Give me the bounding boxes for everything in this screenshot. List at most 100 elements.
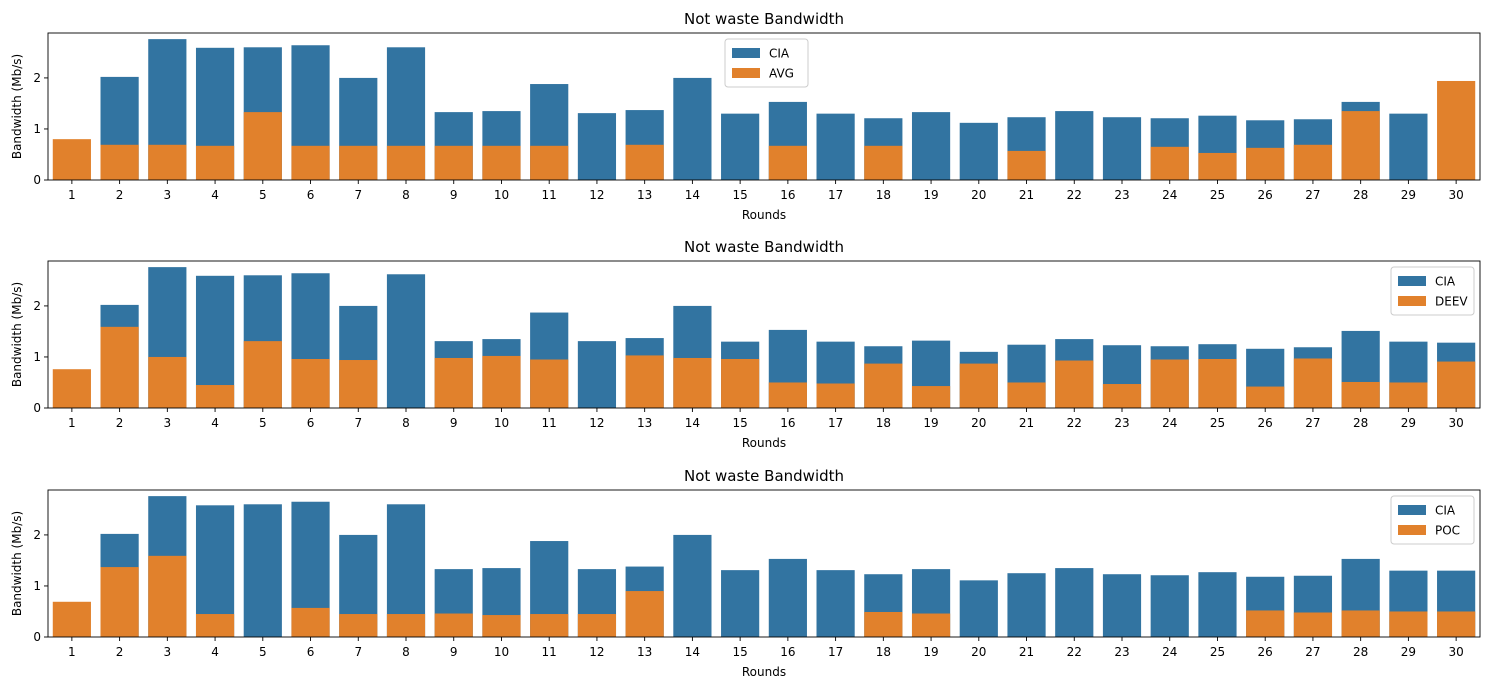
bar-poc-round-13 [625, 591, 664, 637]
x-tick-label: 7 [354, 188, 362, 202]
x-tick-label: 17 [828, 645, 843, 659]
bar-avg-round-28 [1341, 111, 1380, 180]
x-tick-label: 11 [542, 188, 557, 202]
x-tick-label: 1 [68, 416, 76, 430]
x-tick-label: 23 [1114, 188, 1129, 202]
bar-cia-round-14 [673, 534, 712, 637]
x-tick-label: 8 [402, 416, 410, 430]
x-tick-label: 16 [780, 645, 795, 659]
legend-box [1390, 495, 1475, 545]
bar-poc-round-2 [100, 567, 139, 637]
bar-cia-round-20 [959, 580, 998, 637]
x-tick-label: 25 [1210, 645, 1225, 659]
bar-cia-round-15 [721, 113, 760, 180]
x-tick-label: 2 [116, 188, 124, 202]
x-tick-label: 8 [402, 645, 410, 659]
x-tick-label: 4 [211, 416, 219, 430]
bar-avg-round-10 [482, 145, 521, 180]
bar-deev-round-1 [52, 369, 91, 408]
y-tick-label: 2 [33, 71, 41, 85]
bar-avg-round-2 [100, 144, 139, 180]
bar-avg-round-9 [434, 145, 473, 180]
bar-poc-round-18 [864, 611, 903, 637]
bar-cia-round-15 [721, 570, 760, 637]
bar-cia-round-17 [816, 570, 855, 637]
x-tick-label: 9 [450, 188, 458, 202]
x-tick-label: 15 [732, 645, 747, 659]
x-tick-label: 14 [685, 416, 700, 430]
x-tick-label: 5 [259, 416, 267, 430]
legend-label-cia: CIA [1435, 504, 1456, 518]
bar-deev-round-13 [625, 355, 664, 408]
bar-poc-round-26 [1246, 610, 1285, 637]
y-tick-label: 1 [33, 122, 41, 136]
x-tick-label: 20 [971, 188, 986, 202]
x-tick-label: 28 [1353, 188, 1368, 202]
x-tick-label: 1 [68, 645, 76, 659]
bar-poc-round-3 [148, 555, 187, 637]
x-tick-label: 22 [1067, 188, 1082, 202]
bar-poc-round-11 [530, 614, 569, 637]
bar-poc-round-30 [1437, 611, 1476, 637]
axes-frame [47, 32, 1481, 181]
x-tick-label: 5 [259, 645, 267, 659]
x-axis-label: Rounds [742, 665, 786, 679]
y-axis-label: Bandwidth (Mb/s) [10, 282, 24, 387]
legend-label-cia: CIA [1435, 275, 1456, 289]
legend-label-cia: CIA [769, 47, 790, 61]
x-tick-label: 19 [923, 645, 938, 659]
x-tick-label: 29 [1401, 645, 1416, 659]
bar-avg-round-3 [148, 144, 187, 180]
chart-title: Not waste Bandwidth [684, 10, 844, 28]
bar-avg-round-5 [243, 112, 282, 180]
x-tick-label: 15 [732, 188, 747, 202]
y-axis-label: Bandwidth (Mb/s) [10, 511, 24, 616]
legend-label-avg: AVG [769, 67, 794, 81]
bar-cia-round-29 [1389, 113, 1428, 180]
y-axis-label: Bandwidth (Mb/s) [10, 54, 24, 159]
x-tick-label: 20 [971, 416, 986, 430]
bar-deev-round-16 [768, 382, 807, 408]
x-tick-label: 28 [1353, 416, 1368, 430]
x-tick-label: 11 [542, 416, 557, 430]
bar-avg-round-11 [530, 145, 569, 180]
bar-deev-round-30 [1437, 361, 1476, 408]
bar-deev-round-14 [673, 357, 712, 408]
bar-deev-round-24 [1150, 359, 1189, 408]
legend-swatch-cia [732, 48, 760, 58]
x-tick-label: 21 [1019, 645, 1034, 659]
bar-cia-round-5 [243, 504, 282, 637]
legend-box [724, 38, 809, 88]
axes-frame [47, 489, 1481, 638]
bar-cia-round-16 [768, 558, 807, 637]
bar-avg-round-27 [1293, 144, 1333, 180]
x-tick-label: 15 [732, 416, 747, 430]
x-tick-label: 30 [1448, 188, 1463, 202]
x-tick-label: 17 [828, 416, 843, 430]
x-axis-label: Rounds [742, 436, 786, 450]
x-tick-label: 6 [307, 188, 315, 202]
y-tick-label: 1 [33, 350, 41, 364]
x-tick-label: 23 [1114, 416, 1129, 430]
legend-label-deev: DEEV [1435, 295, 1468, 309]
x-tick-label: 3 [164, 416, 172, 430]
bar-avg-round-13 [625, 144, 664, 180]
x-tick-label: 25 [1210, 188, 1225, 202]
x-tick-label: 29 [1401, 416, 1416, 430]
x-tick-label: 10 [494, 416, 509, 430]
bar-deev-round-26 [1246, 386, 1285, 408]
bar-poc-round-1 [52, 601, 91, 637]
bar-deev-round-7 [339, 360, 378, 408]
x-axis-label: Rounds [742, 208, 786, 222]
bar-poc-round-4 [195, 614, 235, 637]
legend-label-poc: POC [1435, 524, 1460, 538]
x-tick-label: 21 [1019, 188, 1034, 202]
legend-swatch-cia [1398, 276, 1426, 286]
bar-avg-round-1 [52, 139, 91, 180]
bar-deev-round-3 [148, 356, 187, 408]
y-tick-label: 0 [33, 630, 41, 644]
x-tick-label: 26 [1258, 416, 1273, 430]
bar-deev-round-6 [291, 359, 330, 408]
